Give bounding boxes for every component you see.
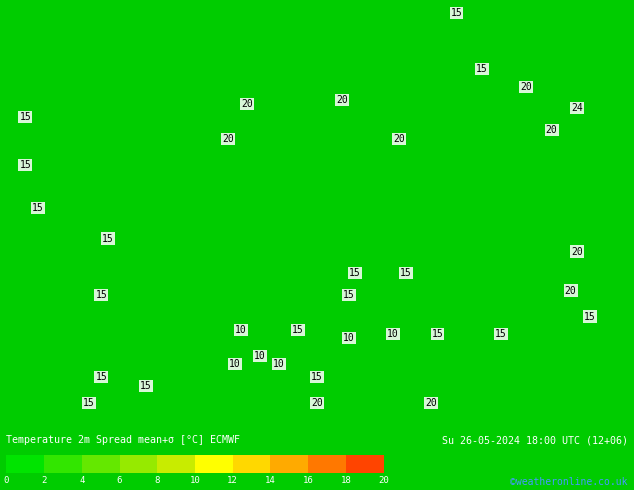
Text: 10: 10 (254, 350, 266, 361)
Bar (195, 455, 233, 473)
Text: 16: 16 (303, 476, 313, 485)
Text: 4: 4 (79, 476, 84, 485)
Text: 10: 10 (273, 359, 285, 369)
Text: 20: 20 (378, 476, 389, 485)
Text: 10: 10 (229, 359, 240, 369)
Text: 15: 15 (20, 112, 31, 122)
Text: 8: 8 (155, 476, 160, 485)
Text: 15: 15 (96, 372, 107, 382)
Text: 15: 15 (432, 329, 443, 339)
Bar (233, 455, 270, 473)
Text: 12: 12 (228, 476, 238, 485)
Bar (308, 455, 346, 473)
Text: 15: 15 (20, 160, 31, 170)
Text: 15: 15 (476, 64, 488, 74)
Text: 15: 15 (32, 203, 44, 213)
Text: 15: 15 (292, 324, 304, 335)
Text: 10: 10 (387, 329, 399, 339)
Text: 20: 20 (521, 82, 532, 92)
Text: 0: 0 (4, 476, 9, 485)
Text: 20: 20 (311, 398, 323, 408)
Text: 10: 10 (190, 476, 200, 485)
Text: 15: 15 (400, 268, 411, 278)
Text: 2: 2 (41, 476, 47, 485)
Text: 14: 14 (265, 476, 276, 485)
Text: 15: 15 (140, 381, 152, 391)
Text: 15: 15 (495, 329, 507, 339)
Bar (157, 455, 195, 473)
Text: 15: 15 (349, 268, 361, 278)
Text: 20: 20 (337, 95, 348, 105)
Text: 15: 15 (584, 312, 595, 321)
Text: Su 26-05-2024 18:00 UTC (12+06): Su 26-05-2024 18:00 UTC (12+06) (442, 435, 628, 445)
Text: 10: 10 (235, 324, 247, 335)
Bar (119, 455, 157, 473)
Bar (82, 455, 119, 473)
Text: ©weatheronline.co.uk: ©weatheronline.co.uk (510, 477, 628, 487)
Text: 20: 20 (546, 125, 557, 135)
Text: 15: 15 (311, 372, 323, 382)
Text: 15: 15 (343, 290, 354, 300)
Text: 15: 15 (451, 8, 462, 18)
Text: 6: 6 (117, 476, 122, 485)
Bar (346, 455, 384, 473)
Bar (44, 455, 82, 473)
Text: 20: 20 (425, 398, 437, 408)
Bar (270, 455, 308, 473)
Text: 15: 15 (83, 398, 94, 408)
Text: 24: 24 (571, 103, 583, 113)
Text: 20: 20 (242, 99, 253, 109)
Text: 15: 15 (96, 290, 107, 300)
Text: 18: 18 (340, 476, 351, 485)
Text: Temperature 2m Spread mean+σ [°C] ECMWF: Temperature 2m Spread mean+σ [°C] ECMWF (6, 435, 240, 445)
Text: 15: 15 (102, 234, 113, 244)
Text: 20: 20 (394, 134, 405, 144)
Text: 20: 20 (565, 286, 576, 295)
Text: 10: 10 (343, 333, 354, 343)
Text: 20: 20 (571, 246, 583, 257)
Text: 20: 20 (223, 134, 234, 144)
Bar (6, 455, 44, 473)
